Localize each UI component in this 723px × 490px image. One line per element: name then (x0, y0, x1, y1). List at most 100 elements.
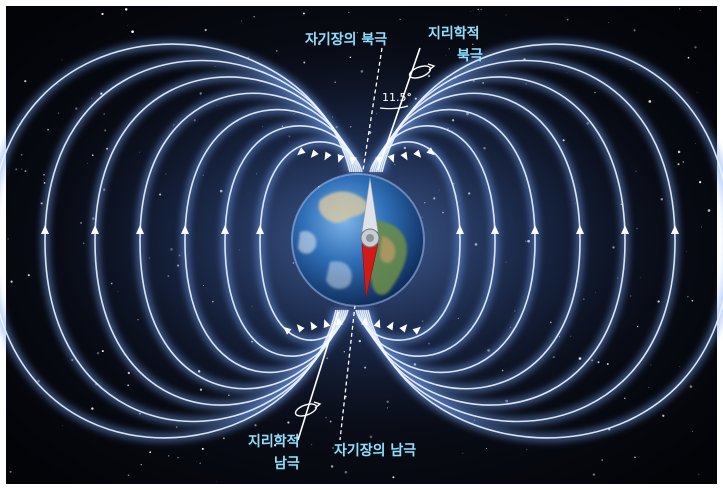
field-line (94, 76, 355, 406)
star (381, 454, 382, 456)
pole-arrow (310, 149, 319, 158)
star (648, 387, 650, 388)
field-arrow (671, 225, 679, 234)
field-line (357, 125, 496, 357)
star (57, 112, 59, 114)
star (168, 455, 170, 457)
star (701, 226, 702, 228)
star (20, 153, 23, 156)
geographic-north-label-line2: 북극 (457, 48, 483, 64)
pole-arrow (297, 147, 306, 156)
pole-arrow (323, 319, 331, 329)
field-arrow (41, 225, 49, 234)
pole-arrow (413, 149, 422, 158)
star (15, 168, 18, 171)
pole-arrow (412, 326, 421, 335)
earth-globe (291, 173, 425, 307)
star (679, 365, 681, 367)
star (348, 11, 350, 13)
field-arrow (576, 225, 584, 234)
star (175, 426, 178, 428)
magnetic-north-label: 자기장의 북극 (305, 31, 387, 48)
field-arrow (221, 225, 229, 234)
star (691, 430, 694, 433)
field-line (184, 108, 359, 374)
star (592, 473, 596, 476)
pole-arrows (283, 147, 435, 335)
field-line (355, 141, 461, 341)
geographic-south-label-line1: 지리학적 (248, 433, 300, 450)
geographic-axis-south (297, 311, 339, 441)
field-lines (0, 43, 723, 439)
geographic-axis-north (377, 47, 421, 171)
star (131, 30, 134, 34)
star (594, 91, 596, 94)
star (392, 476, 395, 479)
pole-arrow (336, 317, 343, 326)
star (608, 22, 610, 24)
pole-arrow (399, 324, 408, 333)
pole-arrow (386, 321, 394, 331)
star (699, 9, 701, 11)
field-line (259, 141, 363, 341)
star (241, 20, 243, 22)
star (311, 39, 313, 41)
star (43, 174, 45, 176)
star (196, 460, 197, 462)
star (650, 364, 652, 366)
star (103, 113, 105, 115)
star (222, 437, 225, 440)
pole-arrow (373, 319, 381, 329)
star (566, 18, 569, 21)
star (24, 80, 27, 83)
field-line (224, 125, 361, 357)
star (61, 59, 63, 61)
star (75, 107, 78, 110)
star (694, 46, 697, 49)
star (648, 100, 652, 103)
star (470, 11, 472, 13)
star (10, 280, 13, 283)
star (127, 474, 130, 476)
star (273, 444, 277, 447)
field-line (367, 43, 723, 439)
star (505, 14, 507, 16)
star (311, 443, 313, 445)
north-rotation-icon (408, 63, 436, 79)
star (677, 150, 681, 154)
star (480, 8, 482, 10)
south-rotation-icon (294, 401, 322, 417)
star (7, 238, 9, 240)
field-line (365, 59, 676, 423)
field-arrow (256, 225, 264, 234)
star (149, 451, 152, 454)
star (630, 68, 632, 70)
star (344, 470, 348, 474)
star (140, 464, 142, 466)
geographic-north-label-line1: 지리학적 (428, 25, 480, 42)
field-line (359, 108, 536, 374)
star (177, 457, 179, 459)
star (43, 182, 46, 184)
field-arrow (181, 225, 189, 234)
star (601, 459, 603, 461)
star (62, 425, 63, 426)
tilt-angle-arc (379, 105, 409, 110)
field-arrow (531, 225, 539, 234)
pole-arrow (324, 151, 332, 161)
star (695, 142, 696, 144)
star (27, 274, 30, 277)
star (331, 446, 335, 450)
field-line (44, 59, 353, 423)
star (462, 452, 464, 454)
magnetic-south-label: 자기장의 남극 (334, 442, 416, 459)
pole-arrow (400, 151, 408, 161)
star (682, 161, 685, 163)
star (687, 296, 689, 298)
star (399, 18, 401, 21)
star (101, 12, 104, 16)
star (199, 462, 201, 465)
field-arrow (491, 225, 499, 234)
star (201, 447, 204, 450)
pole-arrow (387, 153, 395, 163)
